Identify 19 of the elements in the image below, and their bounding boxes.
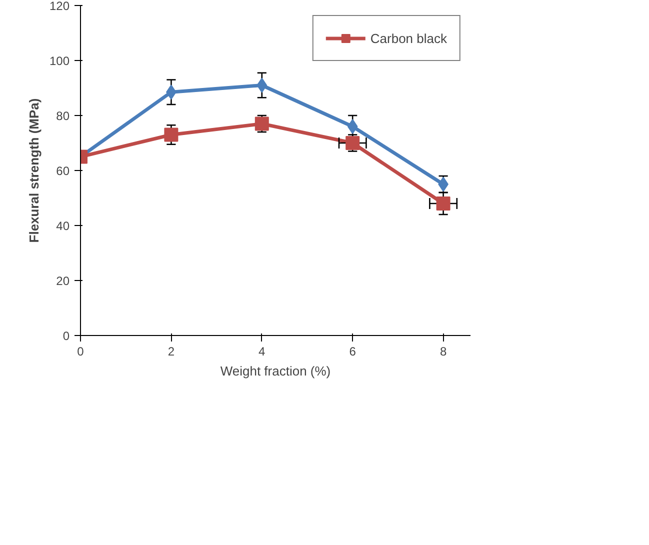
y-tick-label: 80 (56, 109, 70, 123)
x-tick-label: 0 (77, 344, 84, 358)
y-tick-label: 60 (56, 164, 70, 178)
point (256, 78, 268, 93)
x-tick-label: 2 (168, 344, 175, 358)
y-tick-label: 0 (62, 329, 70, 343)
y-tick-label: 20 (56, 274, 70, 288)
x-tick-label: 8 (440, 344, 447, 358)
y-axis-title: Flexural strength (MPa) (26, 98, 42, 243)
legend-label: Carbon black (370, 30, 447, 46)
x-tick-label: 4 (258, 344, 266, 358)
point (436, 196, 450, 210)
x-axis-title: Weight fraction (%) (220, 364, 331, 378)
point (347, 119, 358, 134)
y-tick-label: 120 (49, 0, 70, 13)
x-tick-label: 6 (349, 344, 356, 358)
y-tick-label: 100 (49, 54, 70, 68)
point (164, 128, 178, 142)
y-tick-label: 40 (56, 219, 70, 233)
